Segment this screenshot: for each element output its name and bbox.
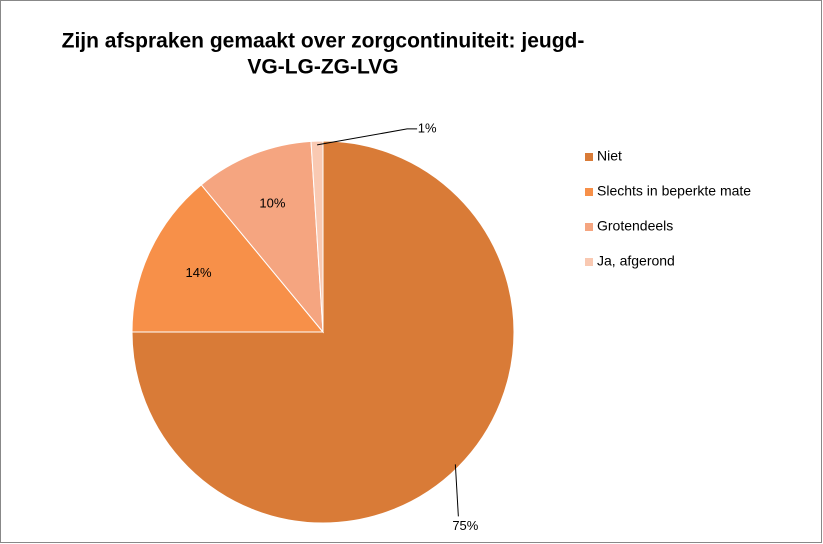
legend-label: Ja, afgerond	[597, 253, 675, 269]
legend-label: Niet	[597, 148, 622, 164]
data-label: 1%	[418, 120, 437, 135]
legend-swatch	[585, 153, 593, 161]
pie-slice	[310, 140, 324, 333]
legend-swatch	[585, 188, 593, 196]
pie-slice	[131, 140, 515, 524]
leader-line	[317, 128, 418, 146]
chart-title: Zijn afspraken gemaakt over zorgcontinui…	[62, 30, 585, 53]
legend-label: Slechts in beperkte mate	[597, 183, 751, 199]
pie-slice	[200, 140, 324, 334]
legend-swatch	[585, 258, 593, 266]
leader-line	[454, 464, 459, 517]
legend-label: Grotendeels	[597, 218, 673, 234]
data-label: 75%	[452, 518, 478, 533]
data-label: 14%	[186, 265, 212, 280]
pie-slice	[131, 184, 325, 333]
data-label: 10%	[259, 196, 285, 211]
chart-title: VG-LG-ZG-LVG	[247, 56, 398, 79]
legend-swatch	[585, 223, 593, 231]
